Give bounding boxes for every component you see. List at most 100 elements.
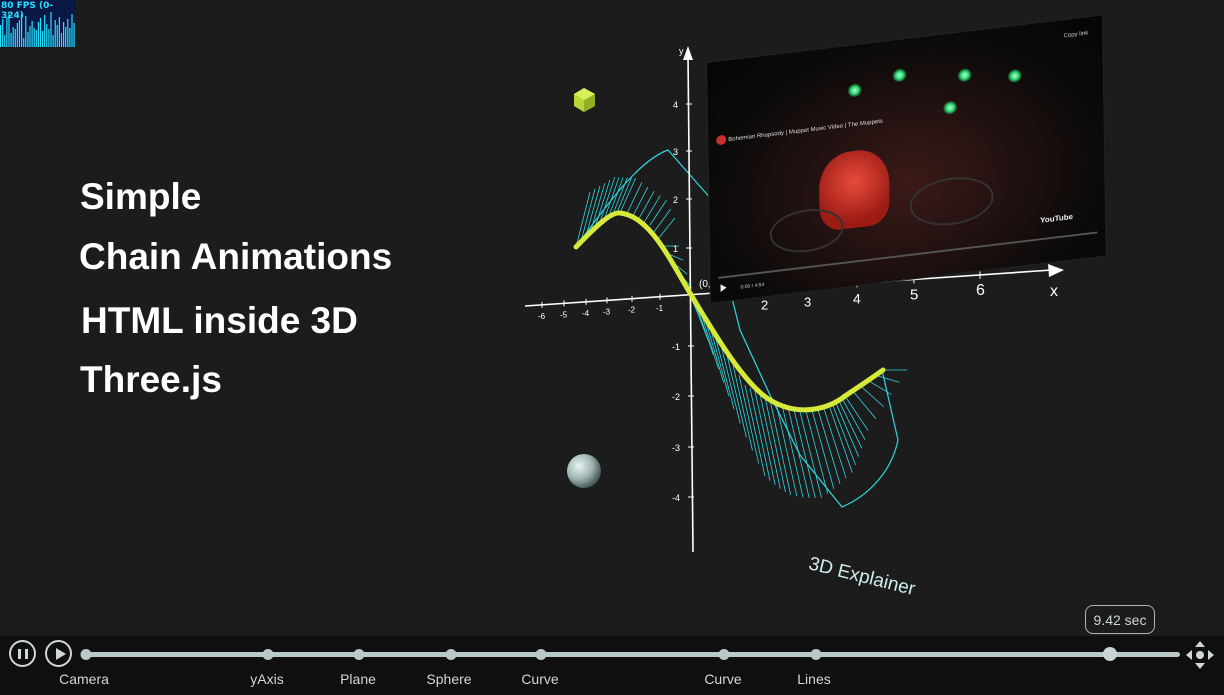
y-tick-label: -4	[672, 493, 680, 503]
drum	[909, 172, 994, 230]
timeline-label-plane[interactable]: Plane	[340, 671, 376, 687]
fps-bar	[33, 28, 35, 47]
plane-hatch-line	[732, 364, 753, 451]
plane-hatch-line	[749, 387, 771, 481]
timeline-label-sphere[interactable]: Sphere	[426, 671, 472, 687]
plane-hatch-line	[744, 384, 766, 476]
headline-chain-animations: Chain Animations	[79, 236, 393, 277]
plane-hatch-line	[738, 374, 760, 464]
fps-bar	[58, 17, 60, 47]
timeline-marker[interactable]	[80, 649, 92, 660]
fps-graph	[0, 12, 75, 47]
plane-hatch-line	[575, 191, 591, 248]
timeline-marker[interactable]	[353, 649, 365, 660]
video-time: 0:00 / 4:54	[740, 282, 765, 291]
timeline-label-curve[interactable]: Curve	[521, 671, 559, 687]
elapsed-time-badge: 9.42 sec	[1085, 605, 1155, 634]
video-title[interactable]: Bohemian Rhapsody | Muppet Music Video |…	[728, 118, 883, 143]
fps-bar	[67, 19, 69, 47]
fps-bar	[35, 30, 37, 47]
embedded-video-panel[interactable]: Bohemian Rhapsody | Muppet Music Video |…	[706, 14, 1107, 304]
fps-bar	[27, 32, 29, 47]
plane-hatch-line	[841, 398, 866, 440]
fps-bar	[63, 22, 65, 47]
video-play-icon[interactable]	[720, 283, 727, 293]
fps-bar	[21, 14, 23, 47]
fps-bar	[4, 35, 6, 47]
pause-button[interactable]	[9, 640, 36, 667]
plane-hatch-line	[844, 395, 869, 431]
move-icon[interactable]	[1184, 639, 1216, 671]
timeline-label-yaxis[interactable]: yAxis	[250, 671, 284, 687]
fps-bar	[71, 14, 73, 47]
timeline-marker[interactable]	[262, 649, 274, 660]
copy-link-button[interactable]: Copy link	[1063, 30, 1089, 40]
plane-hatch-line	[764, 396, 786, 493]
plane-hatch-line	[829, 407, 853, 473]
plane-hatch-line	[726, 354, 747, 438]
plane-hatch-line	[835, 403, 860, 457]
plane-hatch-line	[793, 409, 816, 499]
plane-hatch-line	[875, 374, 900, 383]
stage-light	[847, 82, 862, 98]
headline-html-inside-3d: HTML inside 3D	[81, 300, 358, 341]
timeline-marker[interactable]	[445, 649, 457, 660]
x-tick-label: -5	[560, 310, 568, 319]
fps-bar	[69, 28, 71, 47]
timeline-track[interactable]	[85, 652, 1180, 657]
plane-hatch-line	[603, 177, 620, 221]
fps-bar	[6, 17, 8, 47]
headline-threejs: Three.js	[80, 359, 222, 400]
timeline-marker[interactable]	[810, 649, 822, 660]
timeline-marker[interactable]	[535, 649, 547, 660]
plane-hatch-line	[754, 390, 776, 486]
y-tick-label: 4	[673, 100, 678, 110]
fps-bar	[54, 20, 56, 47]
plane-hatch-line	[852, 390, 877, 420]
plane-hatch-line	[838, 400, 863, 449]
play-button[interactable]	[45, 640, 72, 667]
timeline-marker[interactable]	[718, 649, 730, 660]
plane-hatch-line	[657, 217, 676, 240]
x-tick-label: -3	[603, 307, 611, 316]
fps-bar	[14, 29, 16, 47]
x-tick-label: 2	[761, 298, 768, 313]
fps-bar	[29, 26, 31, 47]
fps-bar	[16, 23, 18, 47]
plane-hatch-line	[649, 199, 667, 226]
x-tick-label: -6	[538, 312, 546, 321]
channel-avatar	[716, 134, 727, 146]
plane-hatch-line	[811, 410, 835, 489]
fps-bar	[0, 25, 2, 47]
x-axis-label: x	[1050, 283, 1058, 300]
timeline-label-curve-2[interactable]: Curve	[704, 671, 742, 687]
fps-bar	[10, 33, 12, 47]
plane-hatch-line	[590, 182, 606, 233]
timeline-label-lines[interactable]: Lines	[797, 671, 831, 687]
timeline-playhead[interactable]	[1103, 647, 1117, 661]
plane-hatch-line	[637, 191, 655, 221]
x-tick-label: 3	[804, 295, 811, 310]
fps-bar	[2, 19, 4, 47]
plane-hatch-line	[805, 411, 829, 494]
timeline-label-camera[interactable]: Camera	[59, 671, 109, 687]
plane-hatch-line	[625, 182, 643, 216]
fps-bar	[39, 18, 42, 47]
stage-light	[957, 67, 972, 83]
stage-light	[943, 100, 958, 116]
sine-curve	[573, 210, 886, 413]
headline-simple: Simple	[80, 176, 202, 217]
fps-label: 80 FPS (0-324)	[1, 1, 54, 21]
plane-hatch-line	[759, 393, 781, 489]
plane-hatch-line	[594, 179, 611, 228]
plane-surface	[575, 149, 907, 508]
plane-hatch-line	[615, 177, 632, 215]
fps-bar	[31, 21, 33, 47]
youtube-logo[interactable]: YouTube	[1039, 212, 1074, 225]
fps-bar	[48, 29, 50, 47]
plane-hatch-line	[781, 404, 804, 498]
plane-hatch-line	[699, 309, 719, 370]
plane-hatch-line	[619, 177, 637, 214]
fps-bar	[73, 23, 75, 47]
